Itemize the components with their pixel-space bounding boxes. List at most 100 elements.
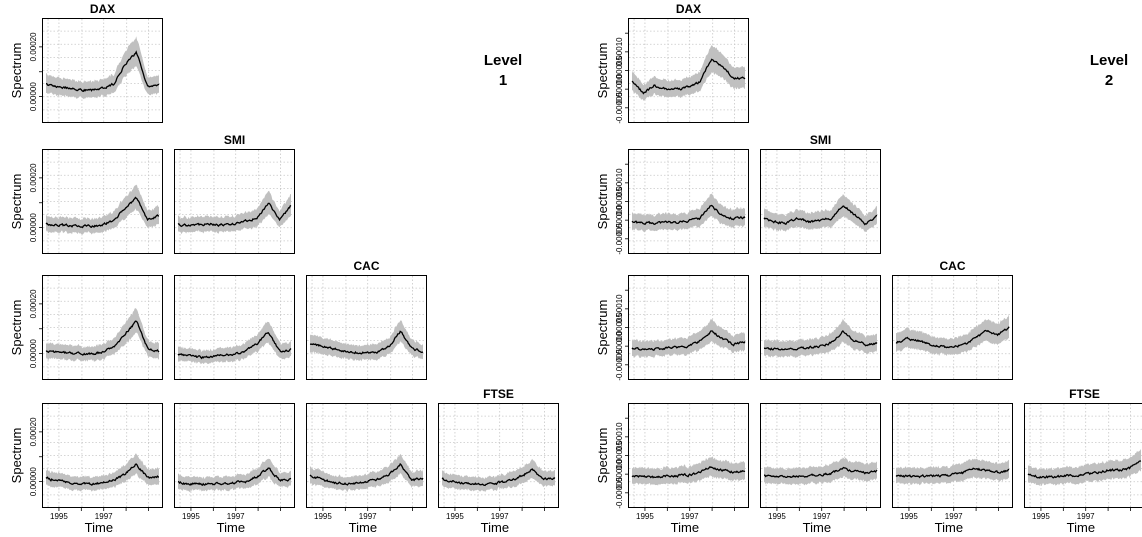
x-tick-label: 1995	[314, 512, 332, 521]
panel-frame	[174, 275, 295, 380]
panel-grid	[307, 276, 426, 379]
panel-grid	[893, 404, 1012, 507]
panel-frame	[438, 403, 559, 508]
panel-frame	[760, 149, 881, 254]
spectrum-line	[45, 196, 160, 229]
y-tick-label: 0.00000	[615, 331, 624, 360]
y-tick-label: 0.00005	[615, 186, 624, 215]
confidence-band	[632, 318, 745, 359]
spectrum-line	[631, 58, 746, 95]
panel-title: SMI	[224, 133, 245, 147]
spectrum-line	[631, 465, 746, 479]
spectrum-line	[895, 467, 1010, 479]
panel-r0-c0: DAX 0.00000 0.00020 Spectrum	[9, 2, 163, 123]
x-axis-label: Time	[671, 520, 699, 535]
confidence-band	[310, 453, 423, 493]
confidence-band	[310, 320, 423, 362]
y-axis-label: Spectrum	[9, 428, 24, 484]
panel-frame	[42, 275, 163, 380]
y-axis-label: Spectrum	[595, 174, 610, 230]
y-tick-label: 0.00000	[29, 339, 38, 368]
confidence-band	[46, 453, 159, 492]
y-axis: 0.00000 0.00020 Spectrum	[9, 32, 42, 111]
panel-title: DAX	[90, 2, 115, 16]
y-tick-label: 0.00010	[615, 294, 624, 323]
y-tick-label: 0.00010	[615, 168, 624, 197]
confidence-band	[46, 36, 159, 100]
y-tick-label: 0.00020	[29, 32, 38, 61]
panel-grid	[175, 150, 294, 253]
panel-title: FTSE	[1069, 387, 1100, 401]
y-tick-label: 0.00020	[29, 289, 38, 318]
y-tick-label: -0.00005	[615, 222, 624, 254]
panel-grid	[629, 404, 748, 507]
confidence-band	[764, 457, 877, 486]
y-tick-label: 0.00005	[615, 440, 624, 469]
y-tick-label: 0.00000	[29, 82, 38, 111]
x-axis-label: Time	[217, 520, 245, 535]
x-tick-label: 1995	[446, 512, 464, 521]
confidence-band	[632, 193, 745, 233]
spectrum-line	[45, 320, 160, 356]
x-tick-label: 1997	[227, 512, 245, 521]
x-tick-label: 1997	[491, 512, 509, 521]
spectrum-line	[177, 202, 292, 228]
confidence-band	[178, 190, 291, 235]
y-tick-label: 0.00005	[615, 312, 624, 341]
spectrum-line	[895, 326, 1010, 349]
x-axis-label: Time	[349, 520, 377, 535]
spectrum-line	[764, 466, 878, 479]
panel-grid	[1025, 404, 1142, 507]
spectrum-line	[1027, 460, 1142, 479]
confidence-band	[46, 308, 159, 362]
panel-grid	[175, 276, 294, 379]
x-tick-label: 1997	[1077, 512, 1095, 521]
panel-frame	[628, 275, 749, 380]
confidence-band	[178, 321, 291, 365]
panel-frame	[42, 149, 163, 254]
y-tick-label: 0.00000	[615, 459, 624, 488]
x-tick-label: 1997	[945, 512, 963, 521]
x-tick-label: 1995	[900, 512, 918, 521]
panel-frame	[760, 403, 881, 508]
panel-grid	[43, 150, 162, 253]
panel-r1-c0: 0.00000 0.00020 Spectrum	[9, 149, 163, 254]
y-axis-label: Spectrum	[9, 43, 24, 99]
x-tick-label: 1995	[1032, 512, 1050, 521]
spectrum-line	[45, 463, 159, 486]
panel-title: CAC	[940, 259, 966, 273]
spectrum-line	[441, 468, 556, 487]
level-heading-number: 2	[1105, 72, 1113, 89]
y-axis-label: Spectrum	[9, 300, 24, 356]
panel-grid	[629, 150, 748, 253]
panel-title: DAX	[676, 2, 701, 16]
panel-frame	[42, 18, 163, 123]
panel-frame	[892, 275, 1013, 380]
panel-r2-c0: 0.00000 0.00020 Spectrum	[9, 275, 163, 380]
spectrum-line	[45, 50, 160, 93]
y-axis: 0.00000 0.00020 Spectrum	[9, 289, 42, 368]
confidence-band	[764, 318, 877, 358]
panel-title: FTSE	[483, 387, 514, 401]
panel-grid	[43, 276, 162, 379]
y-tick-label: 0.00000	[615, 205, 624, 234]
panel-title: CAC	[354, 259, 380, 273]
spectrum-line	[763, 330, 878, 351]
x-axis-label: Time	[481, 520, 509, 535]
x-axis-label: Time	[85, 520, 113, 535]
level-2-block: Level2DAX-0.000050.000000.000050.00010Sp…	[595, 2, 1142, 535]
